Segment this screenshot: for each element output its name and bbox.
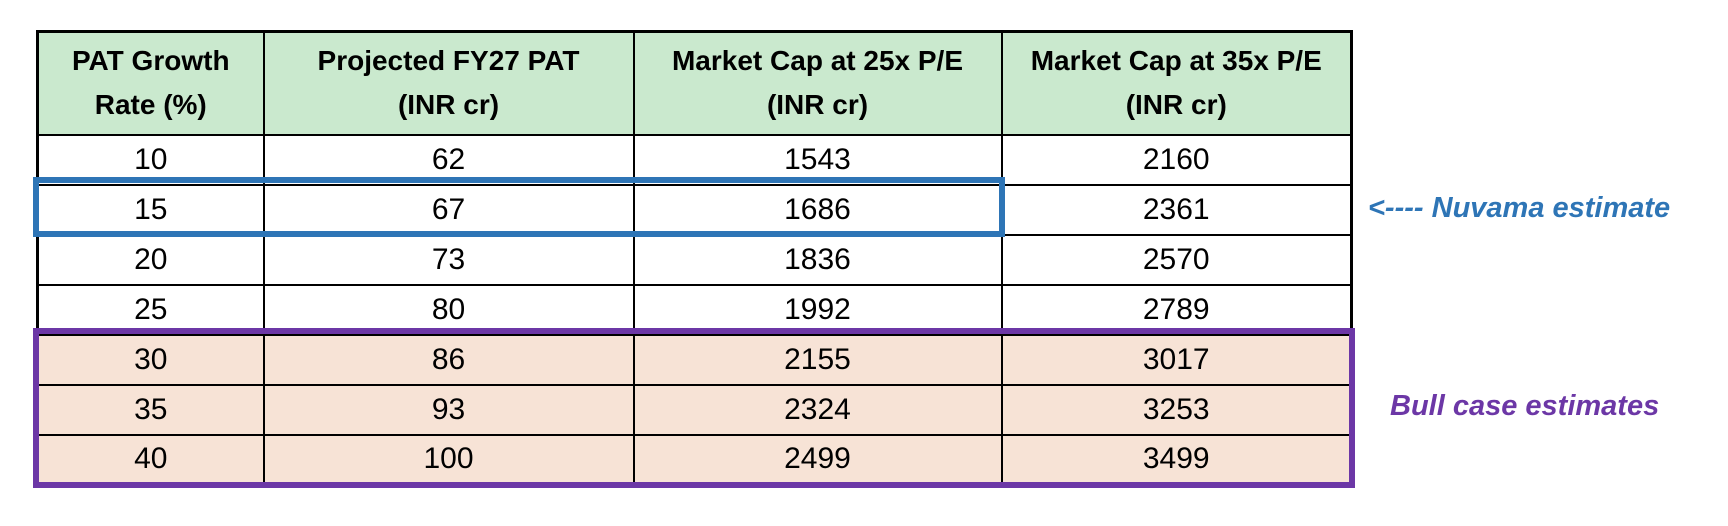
nuvama-estimate-annotation: <---- Nuvama estimate — [1368, 192, 1671, 224]
table-row: 10 62 1543 2160 — [36, 133, 1353, 186]
header-line: Rate (%) — [94, 89, 207, 121]
table-cell: 73 — [262, 233, 635, 286]
table-cell: 2160 — [1000, 133, 1353, 186]
table-cell: 1836 — [632, 233, 1003, 286]
table-cell: 15 — [36, 183, 265, 236]
table-row-nuvama-estimate: 15 67 1686 2361 — [36, 183, 1353, 236]
table-cell: 93 — [262, 383, 635, 436]
table-cell: 100 — [262, 433, 635, 486]
table-cell: 30 — [36, 333, 265, 386]
header-line: Market Cap at 25x P/E — [671, 45, 964, 77]
table-cell: 2361 — [1000, 183, 1353, 236]
table-row-bull-case: 35 93 2324 3253 — [36, 383, 1353, 436]
table-cell: 62 — [262, 133, 635, 186]
header-line: (INR cr) — [766, 89, 869, 121]
header-line: PAT Growth — [71, 45, 230, 77]
table-header-row: PAT Growth Rate (%) Projected FY27 PAT (… — [36, 30, 1353, 136]
header-pat-growth-rate: PAT Growth Rate (%) — [36, 30, 265, 136]
table-cell: 10 — [36, 133, 265, 186]
table-cell: 2570 — [1000, 233, 1353, 286]
header-line: (INR cr) — [1125, 89, 1227, 121]
table-cell: 1992 — [632, 283, 1003, 336]
header-projected-fy27-pat: Projected FY27 PAT (INR cr) — [262, 30, 635, 136]
header-line: Market Cap at 35x P/E — [1030, 45, 1322, 77]
table-cell: 1686 — [632, 183, 1003, 236]
table-cell: 3253 — [1000, 383, 1353, 436]
pat-sensitivity-table: PAT Growth Rate (%) Projected FY27 PAT (… — [36, 30, 1353, 486]
table-cell: 2499 — [632, 433, 1003, 486]
table-cell: 3499 — [1000, 433, 1353, 486]
table-cell: 35 — [36, 383, 265, 436]
table-row: 25 80 1992 2789 — [36, 283, 1353, 336]
bull-case-annotation: Bull case estimates — [1390, 390, 1660, 422]
table-cell: 86 — [262, 333, 635, 386]
table-cell: 2155 — [632, 333, 1003, 386]
table-cell: 40 — [36, 433, 265, 486]
table-cell: 25 — [36, 283, 265, 336]
table-row-bull-case: 40 100 2499 3499 — [36, 433, 1353, 486]
table-cell: 80 — [262, 283, 635, 336]
table-cell: 2789 — [1000, 283, 1353, 336]
table-row-bull-case: 30 86 2155 3017 — [36, 333, 1353, 386]
header-market-cap-35x: Market Cap at 35x P/E (INR cr) — [1000, 30, 1353, 136]
table-cell: 3017 — [1000, 333, 1353, 386]
table-cell: 2324 — [632, 383, 1003, 436]
table-cell: 67 — [262, 183, 635, 236]
header-line: Projected FY27 PAT — [317, 45, 580, 77]
header-line: (INR cr) — [397, 89, 500, 121]
table-row: 20 73 1836 2570 — [36, 233, 1353, 286]
table-cell: 1543 — [632, 133, 1003, 186]
header-market-cap-25x: Market Cap at 25x P/E (INR cr) — [632, 30, 1003, 136]
table-cell: 20 — [36, 233, 265, 286]
